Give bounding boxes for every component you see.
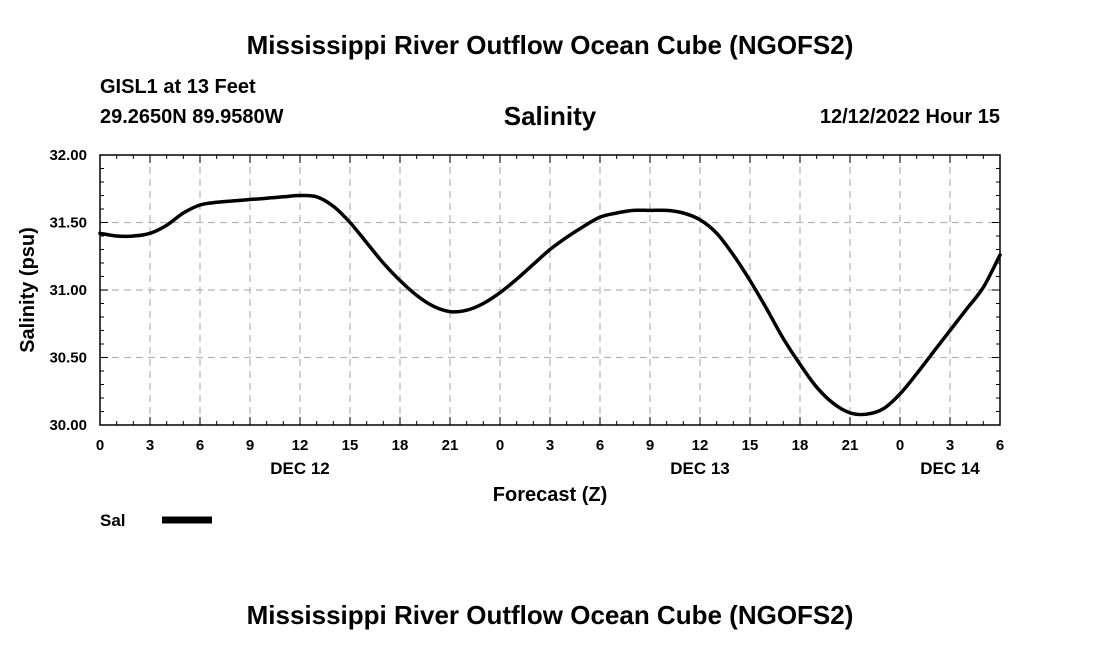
- x-tick-label: 18: [792, 437, 809, 454]
- y-tick-label: 30.00: [49, 417, 87, 434]
- series-line-sal: [98, 193, 1002, 417]
- label-layer: 0 3 6 9 12 15 18 21 0 3 6 9 12 15 18 21 0 3 6 30.00 30.50 31.…: [49, 147, 1004, 478]
- x-tick-label: 3: [146, 437, 154, 454]
- y-axis-title: Salinity (psu): [17, 227, 39, 353]
- x-tick-label: 9: [246, 437, 254, 454]
- forecast-datetime: 12/12/2022 Hour 15: [819, 106, 1000, 128]
- y-tick-label: 32.00: [49, 147, 87, 164]
- x-tick-label: 0: [896, 437, 904, 454]
- x-tick-label: 15: [342, 437, 359, 454]
- x-tick-label: 6: [596, 437, 604, 454]
- x-tick-label: 18: [392, 437, 409, 454]
- x-tick-label: 12: [292, 437, 309, 454]
- chart-title: Salinity: [503, 101, 597, 131]
- day-label: DEC 12: [270, 459, 330, 478]
- x-tick-label: 3: [946, 437, 954, 454]
- x-tick-label: 6: [996, 437, 1004, 454]
- x-tick-label: 9: [646, 437, 654, 454]
- x-tick-label: 21: [442, 437, 459, 454]
- x-tick-label: 21: [842, 437, 859, 454]
- x-tick-label: 0: [496, 437, 504, 454]
- y-tick-label: 31.50: [49, 215, 87, 232]
- legend-label: Sal: [100, 511, 126, 530]
- plot-frame: [99, 154, 1001, 426]
- x-tick-label: 12: [692, 437, 709, 454]
- day-label: DEC 13: [670, 459, 730, 478]
- y-tick-label: 30.50: [49, 350, 87, 367]
- grid-layer: [100, 155, 1000, 425]
- station-label: GISL1 at 13 Feet: [100, 76, 256, 98]
- footer-title: Mississippi River Outflow Ocean Cube (NG…: [246, 600, 854, 630]
- x-tick-label: 0: [96, 437, 104, 454]
- day-label: DEC 14: [920, 459, 980, 478]
- x-axis-title: Forecast (Z): [493, 484, 607, 506]
- x-tick-label: 15: [742, 437, 759, 454]
- station-coordinates: 29.2650N 89.9580W: [100, 106, 284, 128]
- y-tick-label: 31.00: [49, 282, 87, 299]
- x-tick-label: 6: [196, 437, 204, 454]
- main-title: Mississippi River Outflow Ocean Cube (NG…: [246, 30, 854, 60]
- x-tick-label: 3: [546, 437, 554, 454]
